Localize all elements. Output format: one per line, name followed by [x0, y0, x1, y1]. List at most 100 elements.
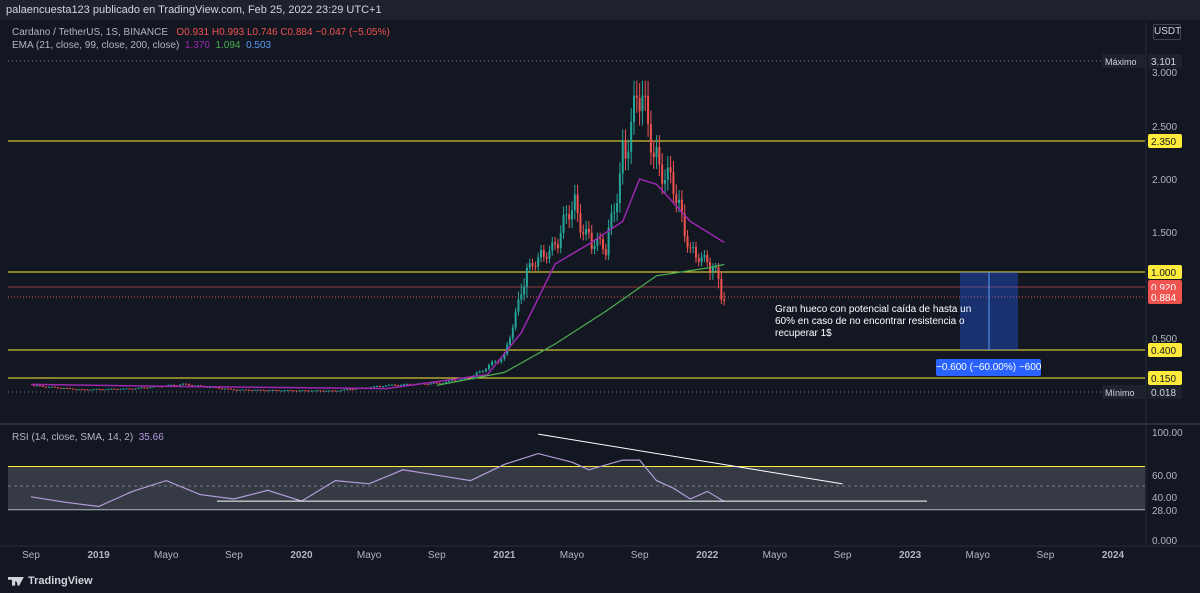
candle-body	[232, 389, 235, 391]
currency-badge[interactable]: USDT	[1153, 24, 1181, 40]
candle-body	[74, 389, 77, 391]
candle-body	[247, 389, 250, 391]
candle-body	[438, 383, 441, 385]
candle-body	[134, 388, 137, 390]
candle-body	[140, 387, 143, 389]
ema-legend[interactable]: EMA (21, close, 99, close, 200, close) 1…	[12, 40, 271, 51]
candle-body	[481, 371, 484, 373]
candle-body	[399, 384, 402, 386]
candle-body	[582, 232, 585, 235]
candle-body	[185, 383, 188, 385]
candle-body	[621, 141, 624, 174]
candle-body	[616, 203, 619, 213]
candle-body	[451, 380, 454, 382]
candle-body	[77, 389, 80, 391]
candle-body	[590, 232, 593, 249]
time-tick-label: 2022	[696, 550, 719, 561]
candle-body	[325, 390, 328, 392]
candle-body	[509, 338, 512, 345]
candle-body	[641, 95, 644, 112]
candle-body	[686, 236, 689, 248]
candle-body	[119, 389, 122, 391]
candle-body	[388, 384, 391, 386]
symbol-legend[interactable]: Cardano / TetherUS, 1S, BINANCE O0.931 H…	[12, 27, 390, 38]
candle-body	[405, 384, 408, 386]
rsi-tick-label: 100.00	[1152, 428, 1183, 439]
rsi-tick-label: 40.00	[1152, 493, 1177, 504]
price-label-name: Mínimo	[1105, 388, 1135, 398]
candle-body	[310, 390, 313, 392]
candle-body	[226, 388, 229, 390]
candle-body	[38, 385, 41, 387]
footer	[0, 570, 1200, 593]
candle-body	[47, 386, 50, 388]
candle-body	[551, 242, 554, 251]
candle-body	[349, 389, 352, 391]
price-range-measure-label[interactable]: −0.600 (−60.00%) −600	[936, 359, 1041, 376]
price-tick-label: 3.000	[1152, 68, 1177, 79]
candle-body	[723, 299, 726, 301]
candle-body	[630, 121, 633, 152]
candle-body	[683, 213, 686, 237]
candle-body	[125, 388, 128, 390]
candle-body	[601, 239, 604, 250]
price-label-name-bg	[1102, 54, 1146, 68]
candle-body	[531, 263, 534, 266]
time-tick-label: Sep	[225, 550, 243, 561]
candle-body	[137, 387, 140, 389]
candle-body	[478, 371, 481, 373]
candle-body	[517, 299, 520, 312]
time-tick-label: Mayo	[560, 550, 585, 561]
candle-body	[454, 380, 457, 382]
candle-body	[322, 390, 325, 392]
candle-body	[346, 389, 349, 391]
candle-body	[613, 212, 616, 214]
candle-body	[655, 147, 658, 157]
symbol-name[interactable]: Cardano / TetherUS, 1S, BINANCE	[12, 27, 168, 38]
candle-body	[280, 390, 283, 392]
candle-body	[511, 327, 514, 339]
candle-body	[678, 199, 681, 204]
candle-body	[525, 267, 528, 287]
candle-body	[565, 214, 568, 216]
time-tick-label: Mayo	[763, 550, 788, 561]
candle-body	[268, 390, 271, 392]
candle-body	[571, 210, 573, 220]
chart-annotation[interactable]: Gran hueco con potencial caída de hasta …	[775, 304, 972, 339]
ohlc-values: O0.931 H0.993 L0.746 C0.884 −0.047 (−5.0…	[176, 27, 390, 38]
rsi-line	[30, 452, 725, 508]
candle-body	[537, 257, 540, 267]
candle-body	[385, 385, 388, 387]
candle-body	[200, 385, 203, 387]
candle-body	[298, 390, 301, 392]
tradingview-logo[interactable]: TradingView	[8, 575, 93, 587]
candle-body	[717, 267, 720, 279]
price-label-tag	[1148, 54, 1182, 68]
candle-body	[35, 385, 38, 387]
rsi-legend[interactable]: RSI (14, close, SMA, 14, 2) 35.66	[12, 432, 164, 443]
candle-body	[523, 286, 526, 295]
candle-body	[503, 353, 506, 360]
candle-body	[307, 390, 310, 392]
ema-label[interactable]: EMA (21, close, 99, close, 200, close)	[12, 40, 180, 51]
candle-body	[340, 390, 343, 392]
candle-body	[596, 238, 599, 246]
candle-body	[188, 384, 191, 386]
candle-body	[352, 389, 355, 391]
candle-body	[402, 384, 405, 386]
candle-body	[170, 384, 173, 386]
price-label-value: 3.101	[1151, 57, 1176, 68]
candle-body	[277, 390, 280, 392]
price-tick-label: 1.500	[1152, 228, 1177, 239]
price-tick-label: 0.500	[1152, 334, 1177, 345]
rsi-label[interactable]: RSI (14, close, SMA, 14, 2)	[12, 432, 134, 443]
candle-body	[316, 390, 319, 392]
candle-body	[559, 232, 562, 249]
price-label-tag	[1148, 290, 1182, 304]
candle-body	[500, 359, 503, 362]
candle-body	[706, 254, 709, 263]
price-label-tag	[1148, 134, 1182, 148]
candle-body	[238, 389, 241, 391]
candle-body	[271, 389, 274, 391]
